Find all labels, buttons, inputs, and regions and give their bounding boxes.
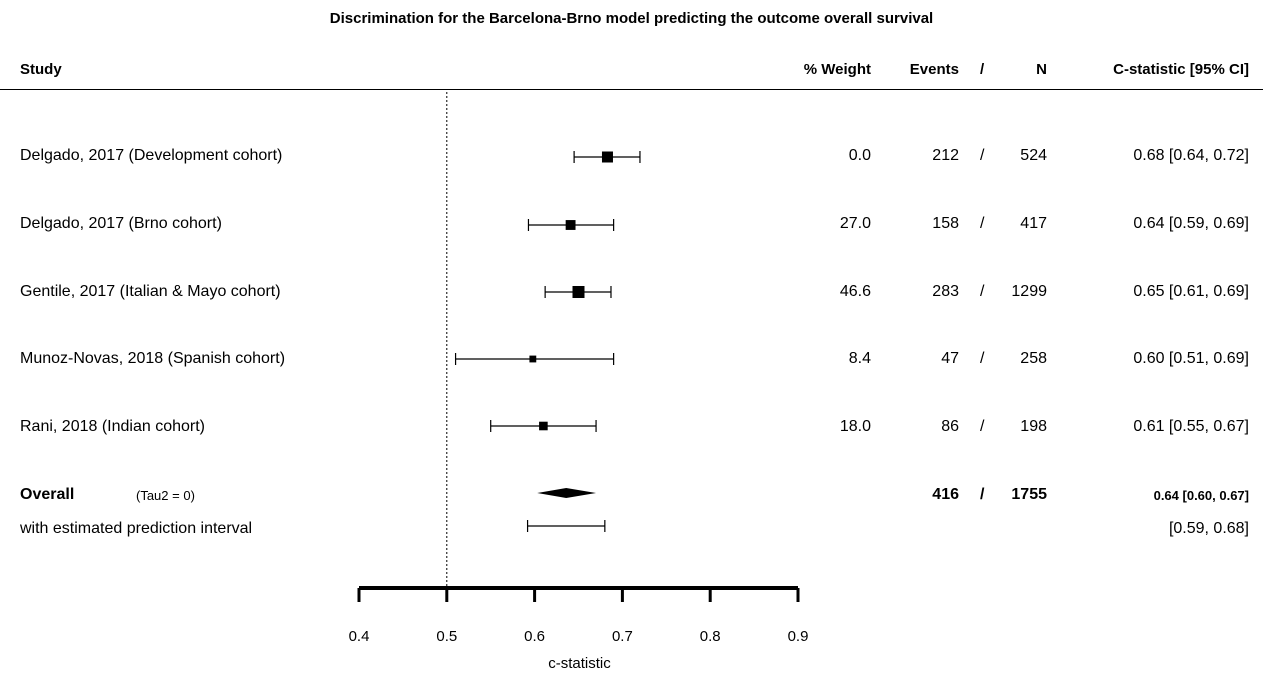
x-tick-label: 0.5 [436, 628, 457, 645]
study-name: Gentile, 2017 (Italian & Mayo cohort) [20, 283, 281, 300]
study-events: 86 [941, 418, 959, 435]
study-n: 198 [1020, 418, 1047, 435]
study-cstatistic: 0.64 [0.59, 0.69] [1133, 215, 1249, 232]
study-name: Delgado, 2017 (Brno cohort) [20, 215, 222, 232]
study-name: Delgado, 2017 (Development cohort) [20, 147, 283, 164]
study-n: 417 [1020, 215, 1047, 232]
study-slash: / [980, 418, 985, 435]
study-n: 258 [1020, 350, 1047, 367]
study-name: Rani, 2018 (Indian cohort) [20, 418, 205, 435]
study-events: 283 [932, 283, 959, 300]
study-weight: 8.4 [848, 350, 871, 367]
study-weight: 18.0 [839, 418, 871, 435]
point-estimate [529, 355, 537, 363]
header-n: N [1036, 61, 1047, 78]
point-estimate [601, 151, 613, 163]
study-events: 212 [932, 147, 959, 164]
study-weight: 46.6 [839, 283, 871, 300]
study-slash: / [980, 283, 985, 300]
x-axis-label: c-statistic [548, 655, 611, 672]
study-events: 47 [941, 350, 959, 367]
header-events: Events [909, 61, 959, 78]
study-cstatistic: 0.61 [0.55, 0.67] [1133, 418, 1249, 435]
x-tick-label: 0.9 [788, 628, 809, 645]
x-tick-label: 0.7 [612, 628, 633, 645]
overall-tau: (Tau2 = 0) [136, 488, 195, 503]
study-cstatistic: 0.65 [0.61, 0.69] [1133, 283, 1249, 300]
x-tick-label: 0.8 [700, 628, 721, 645]
study-name: Munoz-Novas, 2018 (Spanish cohort) [20, 350, 286, 367]
header-rule [0, 89, 1263, 90]
overall-slash: / [980, 486, 985, 503]
study-slash: / [980, 147, 985, 164]
point-estimate [572, 286, 585, 298]
header-study: Study [20, 61, 62, 78]
prediction-interval-label: with estimated prediction interval [20, 520, 253, 537]
x-tick-label: 0.4 [349, 628, 370, 645]
prediction-interval-value: [0.59, 0.68] [1168, 520, 1249, 537]
study-weight: 27.0 [839, 215, 871, 232]
overall-label: Overall [20, 486, 75, 503]
overall-n: 1755 [1011, 486, 1047, 503]
chart-title: Discrimination for the Barcelona-Brno mo… [329, 10, 934, 27]
study-events: 158 [932, 215, 959, 232]
point-estimate [565, 220, 576, 230]
study-slash: / [980, 350, 985, 367]
header-weight: % Weight [803, 61, 871, 78]
study-slash: / [980, 215, 985, 232]
study-n: 1299 [1011, 283, 1047, 300]
overall-cstatistic: 0.64 [0.60, 0.67] [1153, 488, 1249, 503]
overall-events: 416 [932, 486, 959, 503]
point-estimate [539, 421, 548, 431]
header-cstatistic: C-statistic [95% CI] [1113, 61, 1249, 78]
study-n: 524 [1020, 147, 1047, 164]
study-cstatistic: 0.68 [0.64, 0.72] [1133, 147, 1249, 164]
x-tick-label: 0.6 [524, 628, 545, 645]
study-cstatistic: 0.60 [0.51, 0.69] [1133, 350, 1249, 367]
overall-diamond [537, 488, 597, 498]
header-slash: / [980, 61, 985, 78]
study-weight: 0.0 [848, 147, 871, 164]
